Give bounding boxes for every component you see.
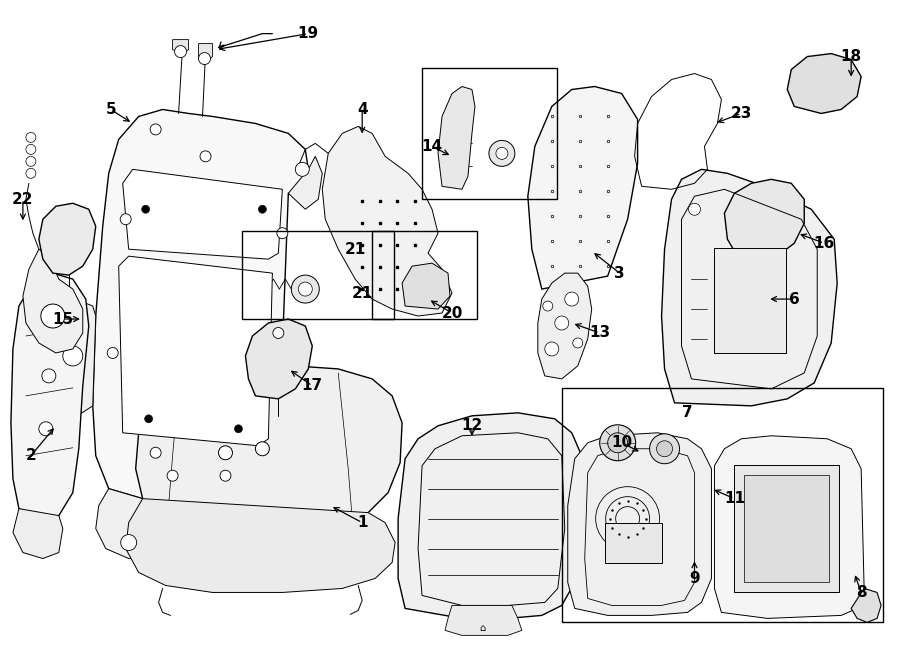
- Circle shape: [199, 53, 211, 65]
- Polygon shape: [605, 523, 662, 563]
- Polygon shape: [93, 110, 309, 508]
- Text: 11: 11: [724, 491, 745, 506]
- Text: 20: 20: [441, 305, 463, 321]
- Bar: [242, 231, 394, 319]
- Circle shape: [496, 147, 508, 159]
- Circle shape: [565, 292, 579, 306]
- Circle shape: [688, 204, 700, 215]
- Polygon shape: [205, 488, 278, 559]
- Polygon shape: [22, 249, 83, 353]
- Circle shape: [608, 433, 627, 453]
- Text: 15: 15: [52, 311, 74, 327]
- Circle shape: [63, 346, 83, 366]
- Circle shape: [572, 338, 582, 348]
- Polygon shape: [527, 87, 637, 289]
- Text: 18: 18: [841, 49, 861, 64]
- Text: 17: 17: [302, 378, 323, 393]
- Bar: [744, 475, 829, 582]
- Polygon shape: [119, 256, 273, 446]
- Circle shape: [107, 348, 118, 358]
- Circle shape: [273, 327, 284, 338]
- Bar: [422, 67, 557, 199]
- Circle shape: [489, 140, 515, 167]
- Polygon shape: [11, 273, 89, 519]
- Polygon shape: [136, 366, 402, 529]
- Text: 23: 23: [731, 106, 752, 121]
- Text: 22: 22: [12, 192, 33, 207]
- Circle shape: [150, 124, 161, 135]
- Polygon shape: [851, 588, 881, 623]
- Text: 6: 6: [789, 292, 800, 307]
- Circle shape: [650, 434, 680, 464]
- Polygon shape: [246, 319, 312, 399]
- Polygon shape: [322, 126, 452, 316]
- Text: 5: 5: [105, 102, 116, 117]
- Polygon shape: [288, 157, 322, 210]
- Circle shape: [145, 415, 153, 423]
- Bar: [562, 388, 883, 623]
- Circle shape: [175, 46, 186, 58]
- Text: 16: 16: [814, 236, 835, 251]
- Polygon shape: [58, 299, 95, 419]
- Text: 21: 21: [345, 242, 365, 256]
- Polygon shape: [199, 44, 212, 61]
- Circle shape: [235, 425, 242, 433]
- Circle shape: [121, 535, 137, 551]
- Circle shape: [657, 441, 672, 457]
- Circle shape: [150, 447, 161, 458]
- Text: 13: 13: [590, 325, 610, 340]
- Text: ⌂: ⌂: [479, 623, 485, 633]
- Polygon shape: [538, 273, 591, 379]
- Circle shape: [258, 206, 266, 214]
- Circle shape: [256, 442, 269, 455]
- Text: 21: 21: [352, 286, 373, 301]
- Text: 2: 2: [25, 448, 36, 463]
- Polygon shape: [568, 433, 711, 615]
- Bar: [734, 465, 839, 592]
- Text: 3: 3: [615, 266, 625, 281]
- Circle shape: [42, 369, 56, 383]
- Polygon shape: [39, 204, 95, 275]
- Circle shape: [219, 446, 232, 460]
- Circle shape: [543, 301, 553, 311]
- Circle shape: [554, 316, 569, 330]
- Polygon shape: [398, 413, 581, 619]
- Polygon shape: [662, 169, 837, 406]
- Circle shape: [141, 206, 149, 214]
- Circle shape: [295, 163, 310, 176]
- Circle shape: [40, 304, 65, 328]
- Text: 9: 9: [689, 571, 700, 586]
- Circle shape: [121, 214, 131, 225]
- Text: 19: 19: [298, 26, 319, 41]
- Bar: [373, 231, 477, 319]
- Text: 7: 7: [682, 405, 693, 420]
- Circle shape: [167, 470, 178, 481]
- Text: 4: 4: [357, 102, 367, 117]
- Polygon shape: [122, 169, 283, 259]
- Polygon shape: [445, 605, 522, 635]
- Text: 12: 12: [462, 418, 482, 434]
- Circle shape: [220, 470, 231, 481]
- Circle shape: [544, 342, 559, 356]
- Circle shape: [39, 422, 53, 436]
- Polygon shape: [788, 54, 861, 114]
- Bar: [715, 248, 787, 353]
- Polygon shape: [402, 263, 450, 309]
- Polygon shape: [724, 179, 805, 259]
- Text: 8: 8: [856, 585, 867, 600]
- Polygon shape: [126, 498, 395, 592]
- Polygon shape: [13, 508, 63, 559]
- Circle shape: [277, 228, 288, 239]
- Circle shape: [200, 151, 211, 162]
- Circle shape: [292, 275, 320, 303]
- Text: 10: 10: [611, 435, 632, 450]
- Polygon shape: [715, 436, 864, 619]
- Polygon shape: [438, 87, 475, 189]
- Text: 1: 1: [357, 515, 367, 530]
- Polygon shape: [95, 488, 178, 559]
- Text: 14: 14: [421, 139, 443, 154]
- Circle shape: [599, 425, 635, 461]
- Circle shape: [298, 282, 312, 296]
- Polygon shape: [173, 40, 189, 54]
